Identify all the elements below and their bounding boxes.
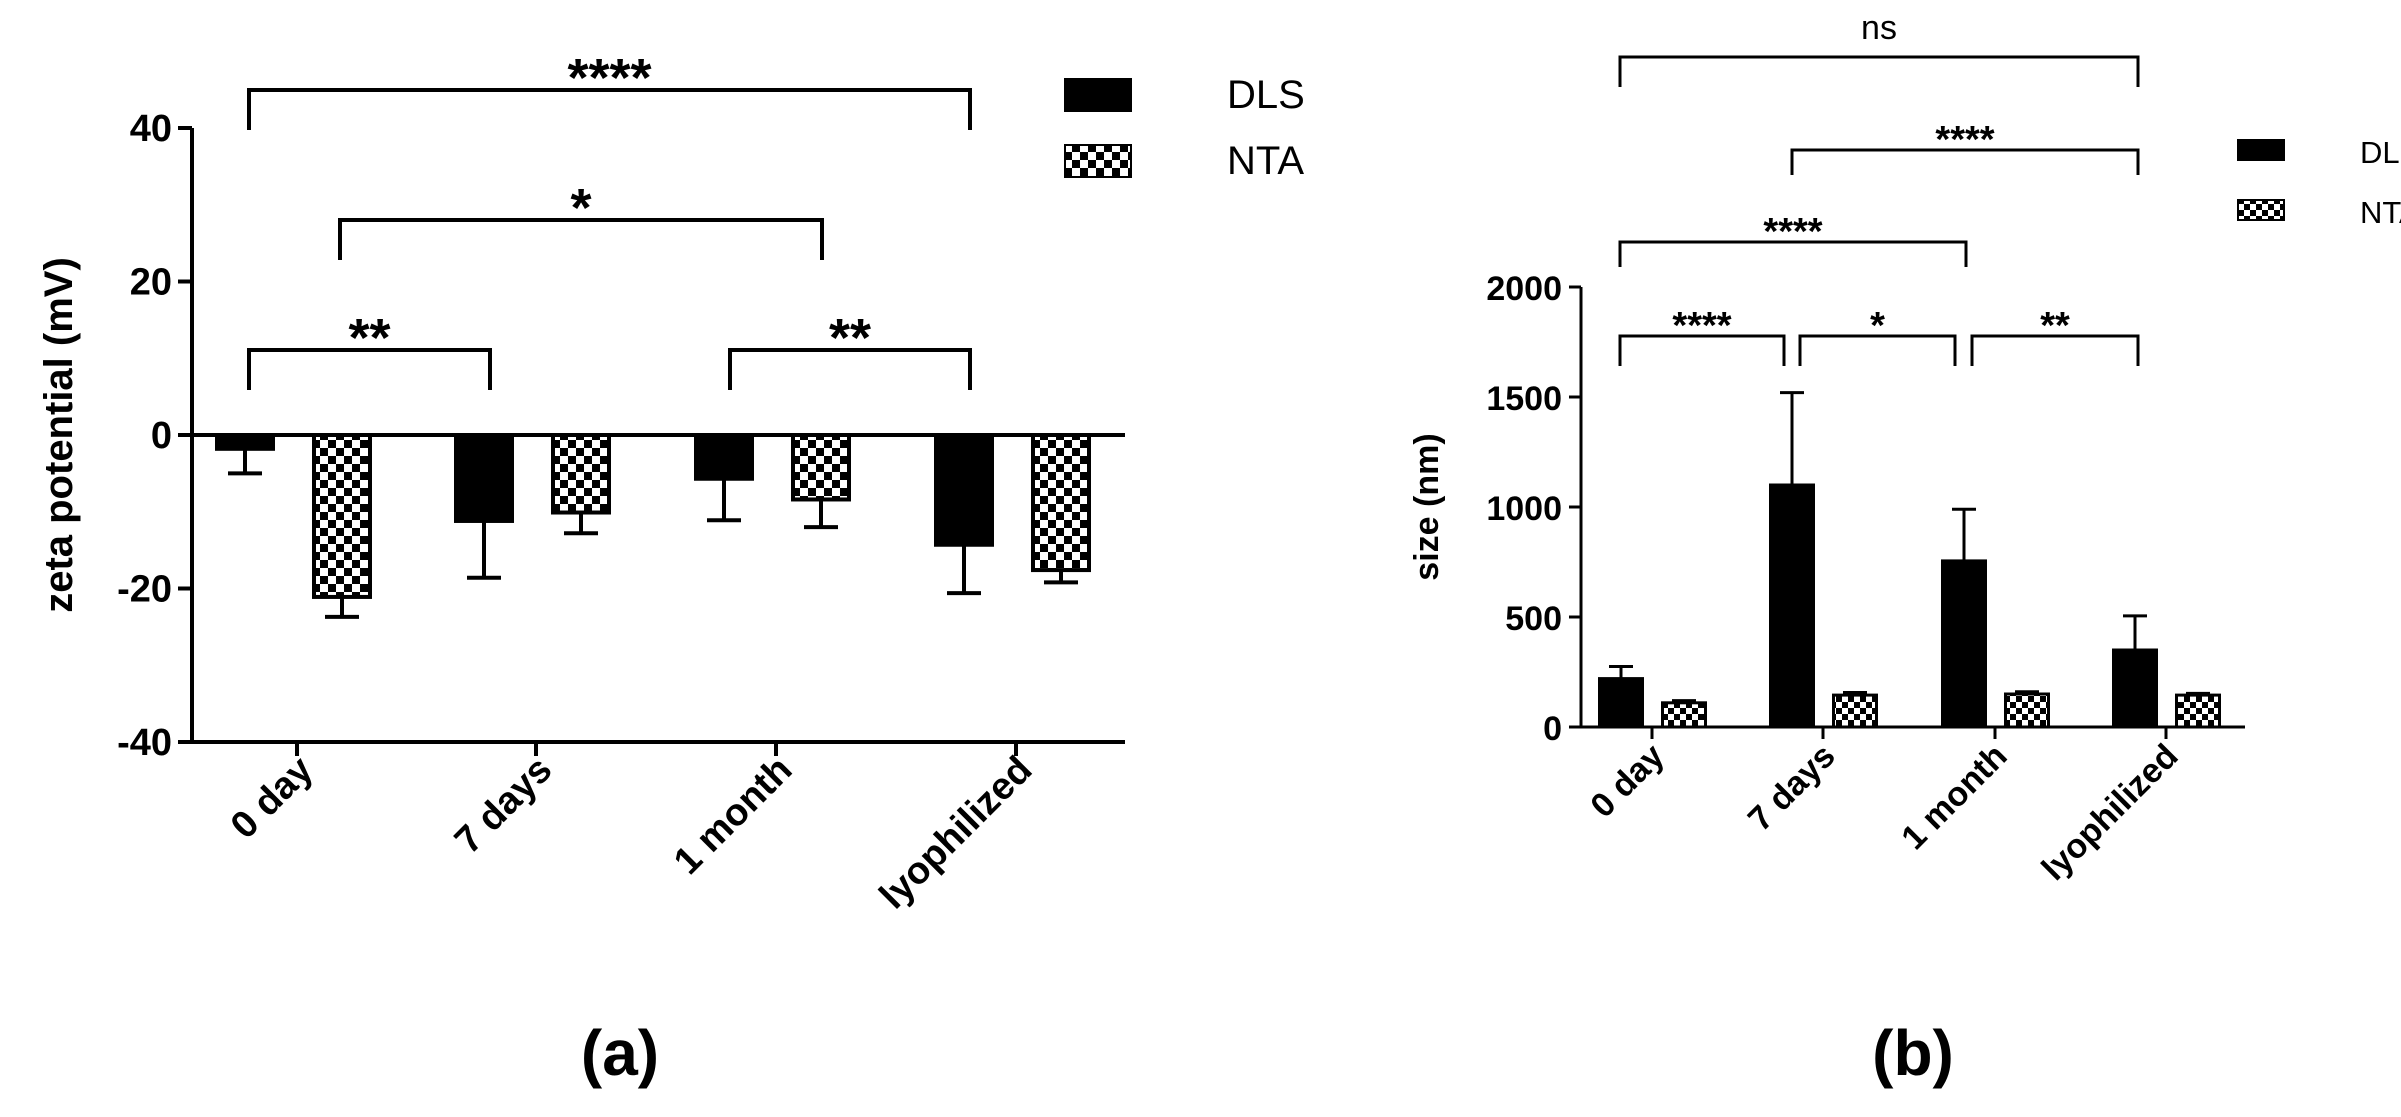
- bar-nta-0-day: [1661, 701, 1707, 729]
- y-tick-label: 2000: [1486, 270, 1562, 308]
- legend-swatch-nta: [1064, 144, 1132, 178]
- bar-nta-lyophilized: [2175, 693, 2221, 729]
- panel-label: (b): [1872, 1017, 1954, 1089]
- y-tick-label: -40: [117, 722, 172, 764]
- bar-dls-0-day: [1598, 677, 1644, 729]
- significance-bracket: [1970, 334, 2140, 366]
- y-tick-label: 1000: [1486, 490, 1562, 528]
- bar-dls-1-month: [1941, 559, 1987, 729]
- y-tick-label: 1500: [1486, 380, 1562, 418]
- bar-dls-lyophilized: [2112, 648, 2158, 729]
- significance-label: ****: [1935, 119, 1994, 161]
- category-label-7-days: 7 days: [447, 749, 560, 862]
- bar-dls-1-month: [694, 433, 754, 481]
- legend-swatch-dls: [1064, 78, 1132, 112]
- significance-bracket: [338, 218, 824, 260]
- category-label-1-month: 1 month: [666, 749, 800, 883]
- category-label-lyophilized: lyophilized: [2035, 737, 2186, 888]
- significance-label: ****: [1672, 305, 1731, 347]
- bar-dls-0-day: [215, 433, 275, 451]
- category-label-0-day: 0 day: [223, 749, 321, 847]
- significance-label: **: [2040, 305, 2070, 347]
- significance-bracket: [247, 88, 972, 130]
- category-label-0-day: 0 day: [1583, 737, 1671, 825]
- bar-nta-1-month: [2004, 692, 2050, 729]
- bar-dls-7-days: [454, 433, 514, 523]
- y-tick-label: 0: [1543, 710, 1562, 748]
- legend-swatch-dls: [2237, 139, 2285, 161]
- significance-bracket: [1790, 148, 2140, 175]
- chart-a: -40 -20 0 20 40 zeta potential (mV) 0 day 7 day…: [37, 48, 1305, 1089]
- legend-label-nta: NTA: [2360, 195, 2401, 230]
- bar-nta-7-days: [1832, 693, 1878, 729]
- significance-label: ****: [1763, 211, 1822, 253]
- category-label-lyophilized: lyophilized: [872, 749, 1041, 918]
- significance-label: *: [570, 178, 591, 238]
- y-tick-label: 0: [151, 415, 172, 457]
- y-axis-label: size (nm): [1408, 433, 1446, 580]
- bar-nta-7-days: [551, 433, 611, 515]
- significance-bracket: [1618, 240, 1968, 267]
- bar-dls-7-days: [1769, 483, 1815, 729]
- y-axis-label: zeta potential (mV): [37, 257, 81, 613]
- significance-label: ****: [567, 48, 651, 108]
- legend-label-nta: NTA: [1227, 139, 1304, 183]
- legend-label-dls: DLS: [2360, 135, 2401, 170]
- bar-nta-lyophilized: [1031, 433, 1091, 573]
- significance-label: **: [348, 308, 390, 368]
- y-tick-label: 20: [130, 262, 172, 304]
- significance-label: ns: [1861, 9, 1897, 47]
- category-label-1-month: 1 month: [1894, 737, 2014, 857]
- significance-bracket: [1618, 55, 2140, 87]
- significance-bracket: [1798, 334, 1957, 366]
- y-tick-label: 500: [1505, 600, 1562, 638]
- bar-nta-0-day: [312, 433, 372, 599]
- legend-label-dls: DLS: [1227, 73, 1305, 117]
- significance-bracket: [247, 348, 492, 390]
- y-tick-label: -20: [117, 569, 172, 611]
- bar-nta-1-month: [791, 433, 851, 502]
- y-tick-label: 40: [130, 108, 172, 150]
- legend-swatch-nta: [2237, 199, 2285, 221]
- significance-bracket: [728, 348, 972, 390]
- significance-label: **: [829, 308, 871, 368]
- bar-dls-lyophilized: [934, 433, 994, 547]
- significance-bracket: [1618, 334, 1786, 366]
- significance-label: *: [1870, 305, 1885, 347]
- panel-label: (a): [581, 1017, 659, 1089]
- category-label-7-days: 7 days: [1741, 737, 1843, 839]
- chart-b: 0 500 1000 1500 2000 size (nm) 0 day 7 days 1 mo…: [1408, 9, 2401, 1089]
